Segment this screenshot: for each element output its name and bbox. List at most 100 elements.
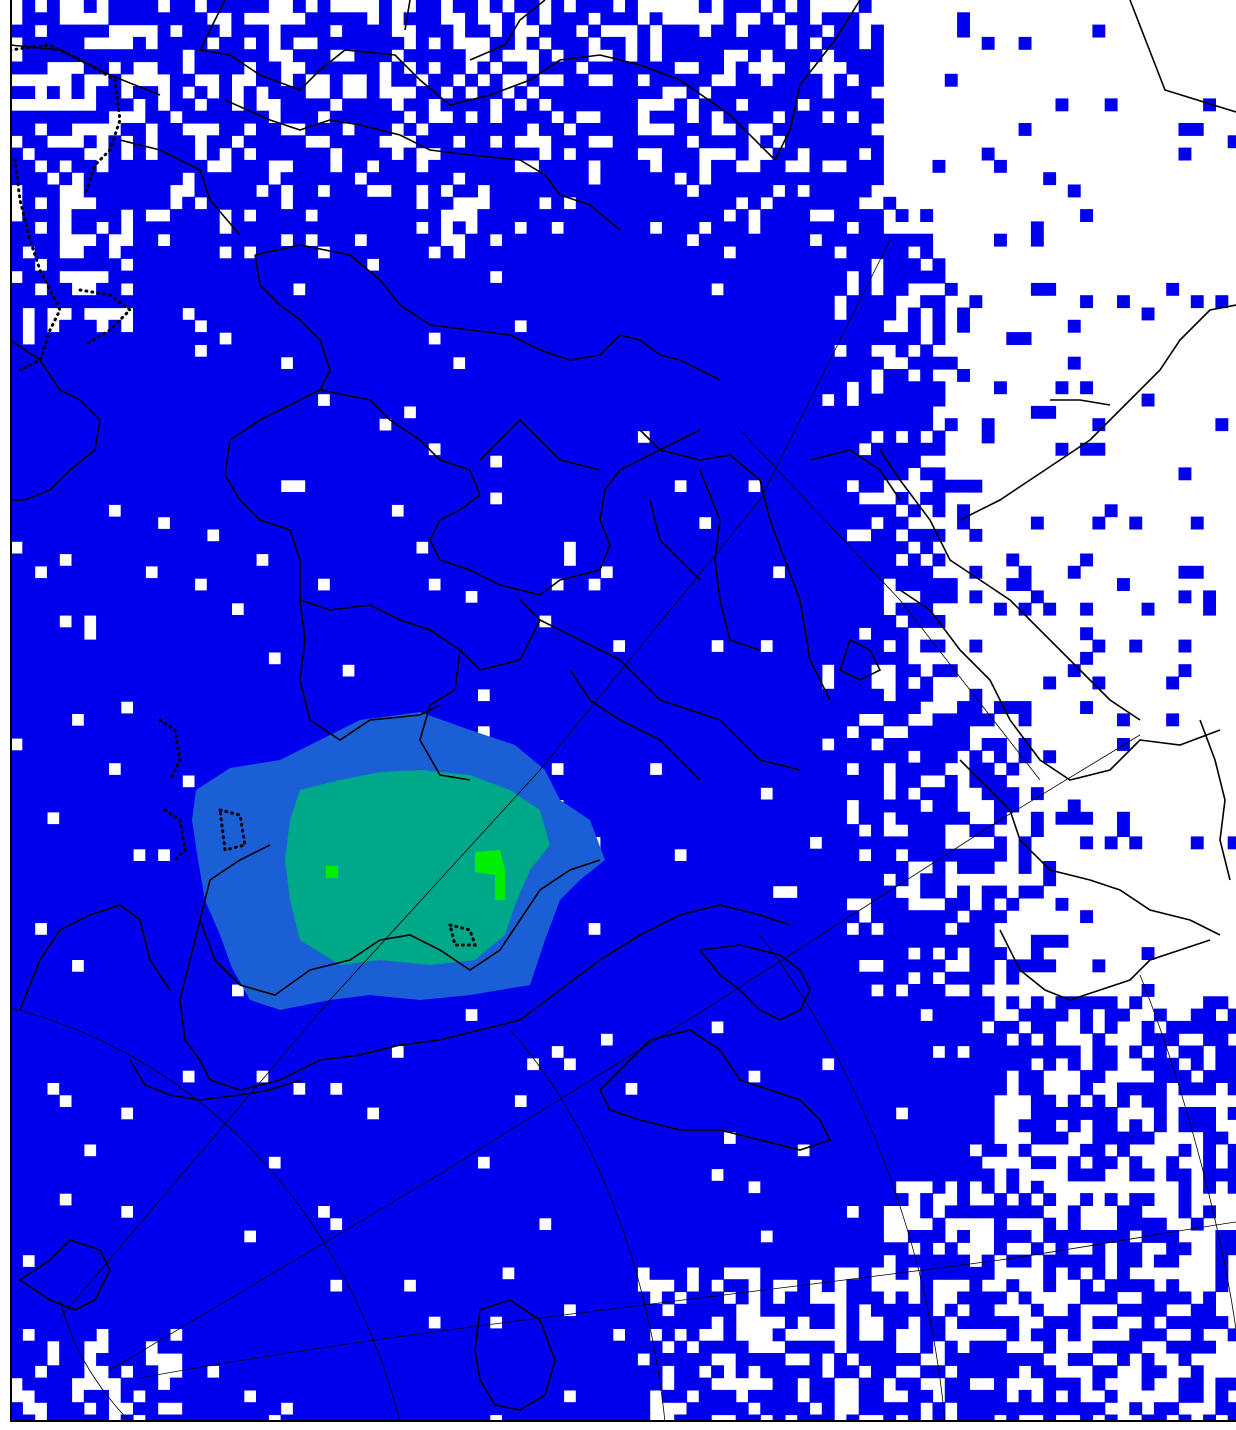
grid-cell [600, 861, 614, 874]
grid-cell [612, 393, 626, 407]
grid-cell [514, 172, 528, 186]
grid-cell [452, 307, 466, 321]
grid-cell [256, 504, 269, 518]
grid-cell [760, 319, 774, 333]
grid-cell [748, 233, 761, 247]
grid-cell [502, 246, 515, 259]
grid-cell [797, 393, 811, 407]
grid-cell [194, 467, 208, 481]
grid-cell [403, 442, 417, 456]
grid-cell [1215, 295, 1229, 309]
grid-cell [292, 701, 306, 714]
grid-cell [366, 553, 380, 567]
grid-cell [243, 738, 257, 751]
grid-cell [502, 615, 515, 628]
grid-cell [809, 615, 823, 628]
grid-cell [834, 12, 847, 26]
grid-cell [489, 307, 503, 321]
grid-cell [514, 61, 528, 75]
grid-cell [920, 246, 934, 259]
grid-cell [465, 369, 478, 382]
grid-cell [182, 553, 196, 567]
grid-cell [34, 209, 48, 222]
grid-cell [784, 738, 798, 751]
grid-cell [477, 393, 491, 407]
grid-cell [231, 221, 245, 235]
grid-cell [1129, 516, 1143, 530]
grid-cell [526, 479, 540, 493]
grid-cell [784, 651, 798, 665]
grid-cell [46, 209, 60, 222]
grid-cell [34, 750, 48, 764]
grid-cell [10, 615, 23, 628]
grid-cell [366, 676, 380, 690]
grid-cell [379, 110, 392, 124]
grid-cell [133, 639, 146, 653]
grid-cell [403, 639, 417, 653]
grid-cell [686, 615, 700, 628]
grid-cell [268, 750, 282, 764]
grid-cell [268, 135, 282, 149]
grid-cell [907, 578, 921, 591]
grid-cell [206, 565, 220, 579]
grid-cell [834, 873, 847, 887]
grid-cell [10, 479, 23, 493]
grid-cell [452, 295, 466, 309]
grid-cell [1141, 307, 1155, 321]
grid-cell [858, 750, 872, 764]
grid-cell [612, 307, 626, 321]
grid-cell [280, 393, 294, 407]
grid-cell [871, 147, 884, 161]
grid-cell [502, 405, 515, 419]
grid-cell [428, 184, 442, 198]
grid-cell [686, 627, 700, 641]
grid-cell [797, 0, 811, 13]
grid-cell [157, 676, 171, 690]
grid-cell [219, 307, 232, 321]
grid-cell [625, 61, 638, 75]
grid-cell [489, 418, 503, 432]
grid-cell [71, 848, 85, 862]
grid-cell [551, 430, 565, 444]
grid-cell [379, 295, 392, 309]
grid-cell [391, 578, 405, 591]
grid-cell [59, 455, 73, 468]
grid-cell [784, 676, 798, 690]
grid-cell [846, 295, 860, 309]
grid-cell [538, 49, 552, 63]
grid-cell [366, 492, 380, 505]
grid-cell [723, 516, 737, 530]
grid-cell [538, 442, 552, 456]
grid-cell [71, 885, 85, 899]
grid-cell [10, 516, 23, 530]
grid-cell [563, 713, 577, 727]
grid-cell [145, 504, 159, 518]
grid-cell [575, 578, 589, 591]
grid-cell [391, 369, 405, 382]
grid-cell [1018, 701, 1032, 714]
grid-cell [317, 479, 331, 493]
grid-cell [612, 184, 626, 198]
grid-cell [686, 467, 700, 481]
grid-cell [243, 159, 257, 173]
grid-cell [686, 541, 700, 555]
grid-cell [735, 369, 749, 382]
grid-cell [526, 110, 540, 124]
grid-cell [686, 664, 700, 678]
grid-cell [342, 492, 355, 505]
grid-cell [588, 627, 601, 641]
grid-cell [871, 836, 884, 850]
grid-cell [600, 738, 614, 751]
grid-cell [71, 787, 85, 801]
grid-cell [96, 455, 109, 468]
grid-cell [698, 762, 712, 776]
grid-cell [797, 24, 811, 38]
grid-cell [907, 319, 921, 333]
grid-cell [219, 504, 232, 518]
grid-cell [538, 516, 552, 530]
grid-cell [440, 258, 454, 272]
grid-cell [415, 282, 429, 296]
grid-cell [280, 467, 294, 481]
grid-cell [379, 541, 392, 555]
grid-cell [760, 553, 774, 567]
